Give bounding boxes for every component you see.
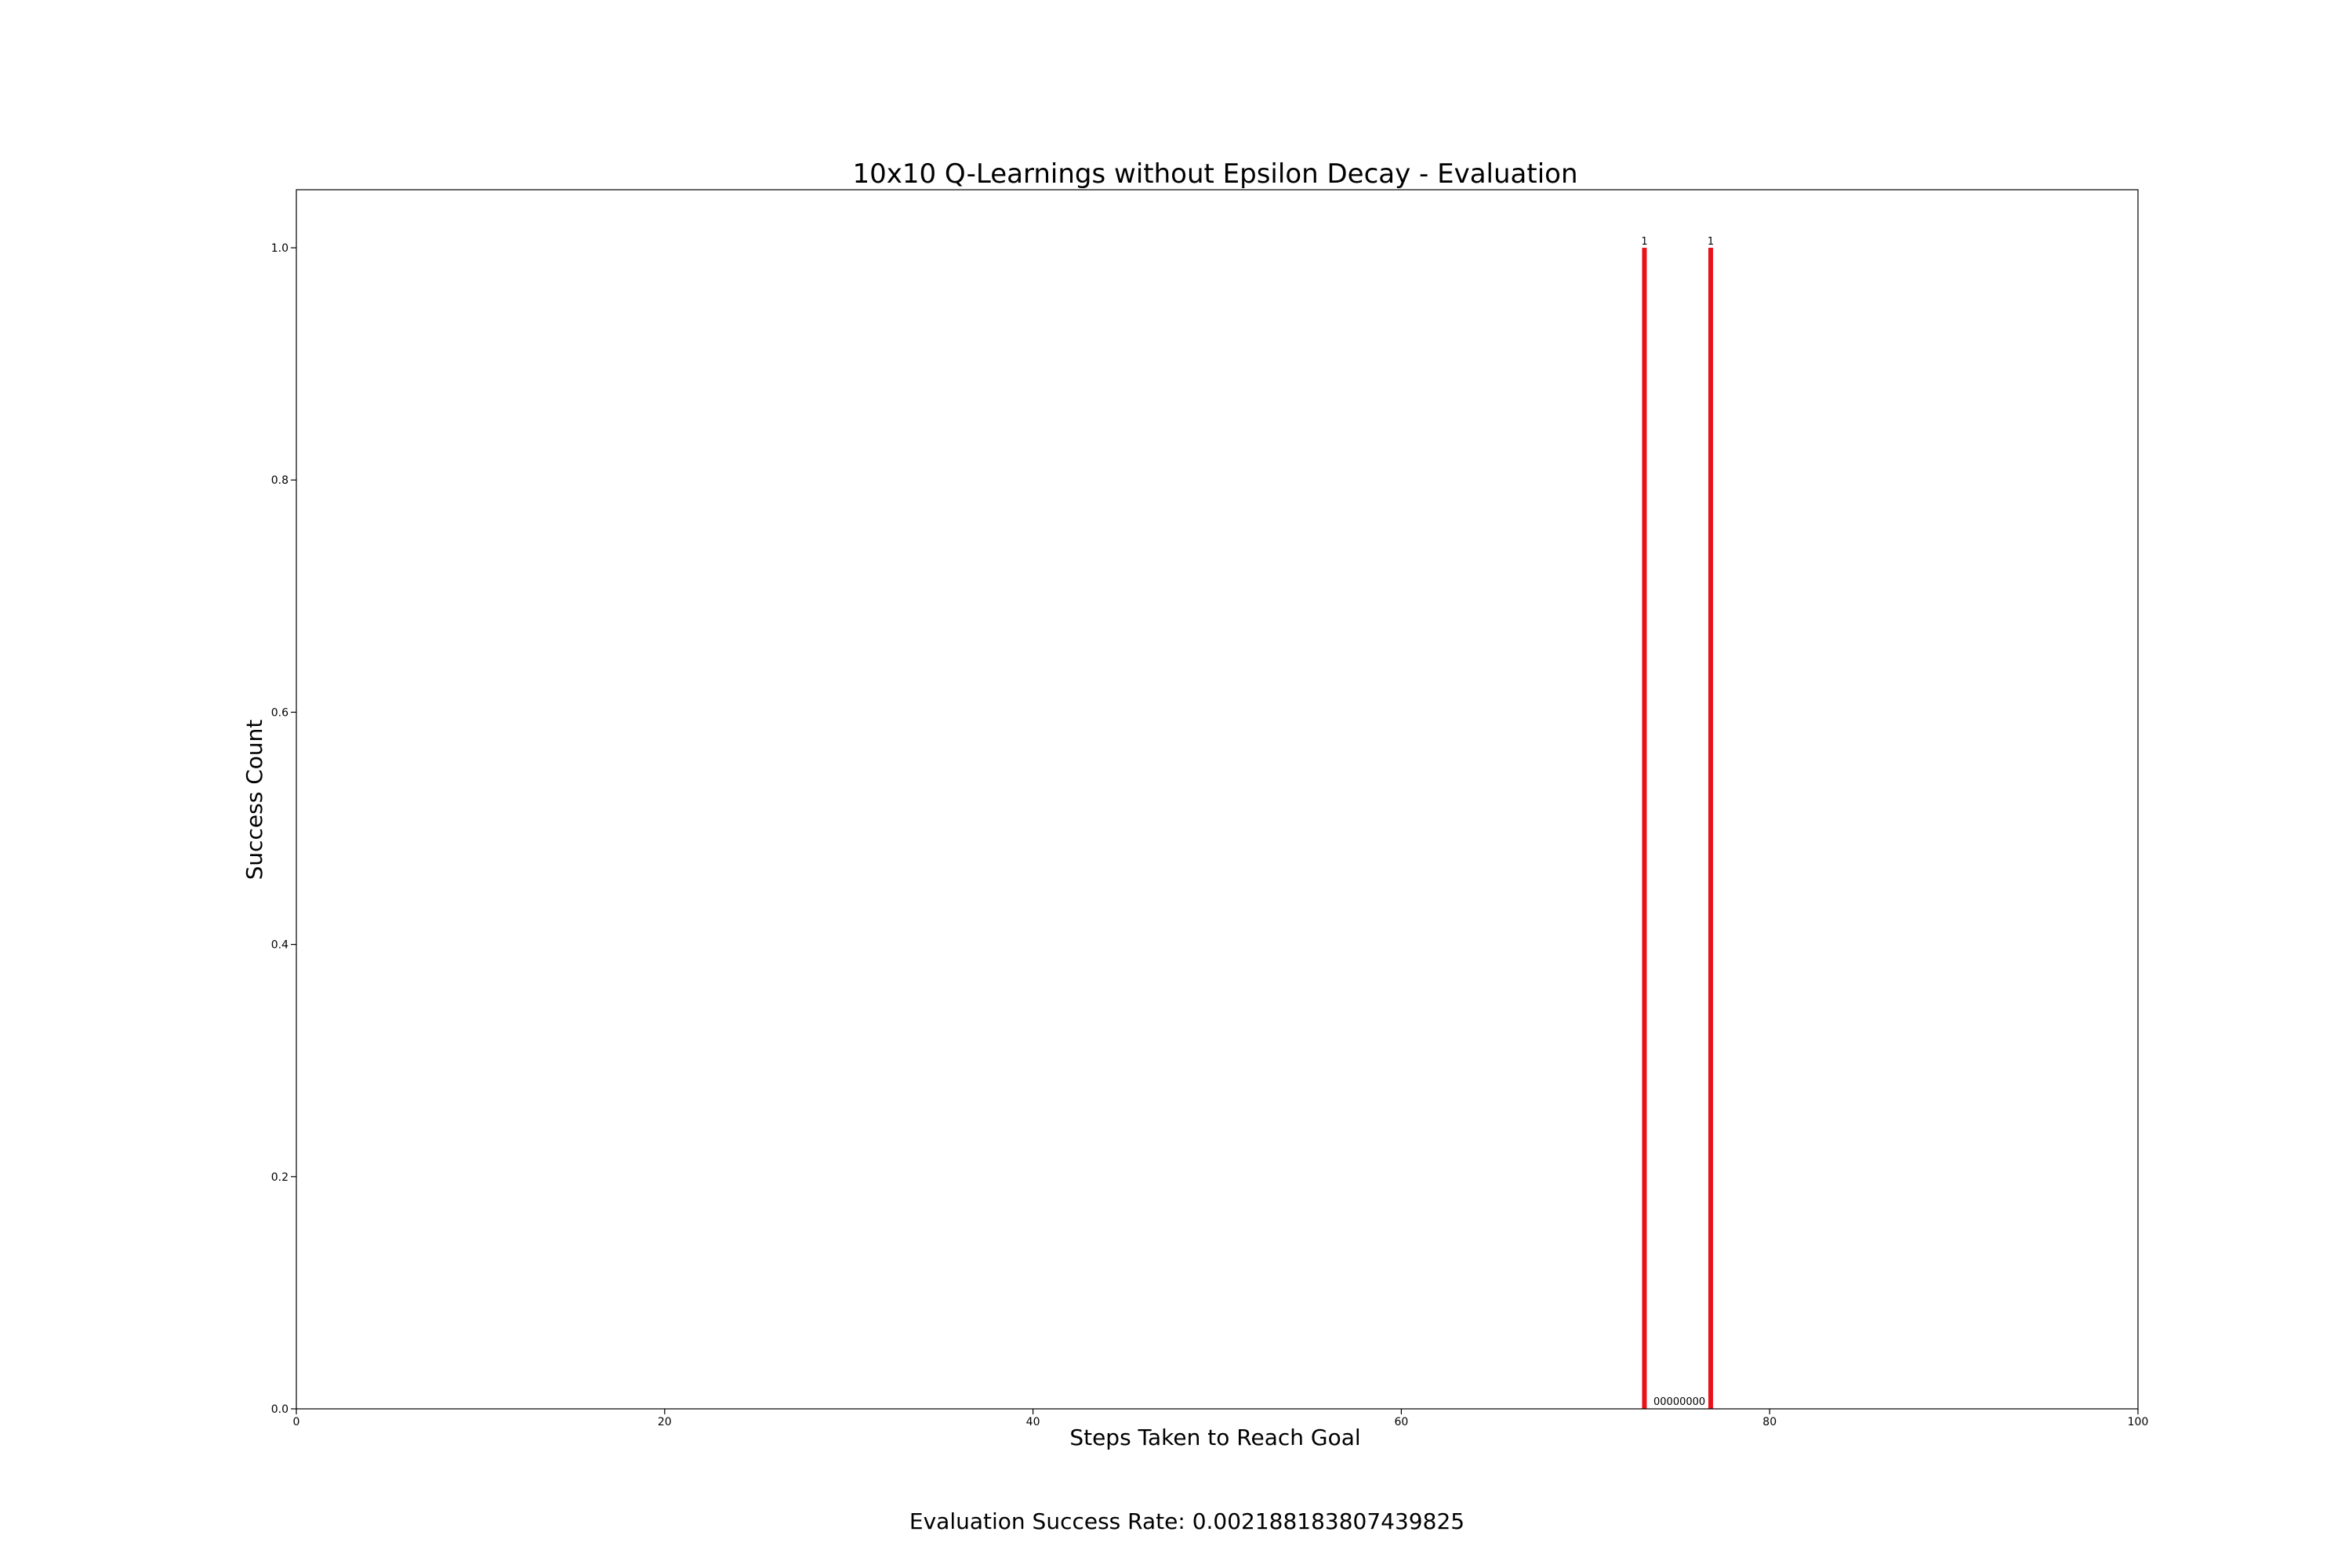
x-tick-label-5: 100 bbox=[2128, 1416, 2149, 1428]
y-tick-label-3: 0.6 bbox=[271, 706, 289, 719]
x-tick-label-1: 20 bbox=[658, 1416, 672, 1428]
plot-frame bbox=[296, 189, 2139, 1410]
bar-label-0: 1 bbox=[1641, 236, 1647, 248]
y-tick-label-1: 0.2 bbox=[271, 1171, 289, 1184]
x-tick-label-2: 40 bbox=[1026, 1416, 1040, 1428]
chart-title: 10x10 Q-Learnings without Epsilon Decay … bbox=[852, 158, 1577, 190]
x-tick-label-3: 60 bbox=[1394, 1416, 1408, 1428]
x-tick-label-0: 0 bbox=[293, 1416, 300, 1428]
evaluation-success-rate: Evaluation Success Rate: 0.0021881838074… bbox=[909, 1508, 1465, 1534]
bar-label-1: 1 bbox=[1708, 236, 1714, 248]
y-tick-label-0: 0.0 bbox=[271, 1403, 289, 1416]
bar-1 bbox=[1708, 248, 1714, 1409]
y-tick-label-2: 0.4 bbox=[271, 939, 289, 952]
x-axis-label: Steps Taken to Reach Goal bbox=[1069, 1425, 1360, 1450]
x-tick-label-4: 80 bbox=[1762, 1416, 1777, 1428]
zero-count-labels: 00000000 bbox=[1653, 1396, 1705, 1408]
y-tick-label-4: 0.8 bbox=[271, 474, 289, 487]
bar-0 bbox=[1642, 248, 1647, 1409]
y-tick-label-5: 1.0 bbox=[271, 242, 289, 255]
y-axis-label: Success Count bbox=[241, 720, 267, 880]
